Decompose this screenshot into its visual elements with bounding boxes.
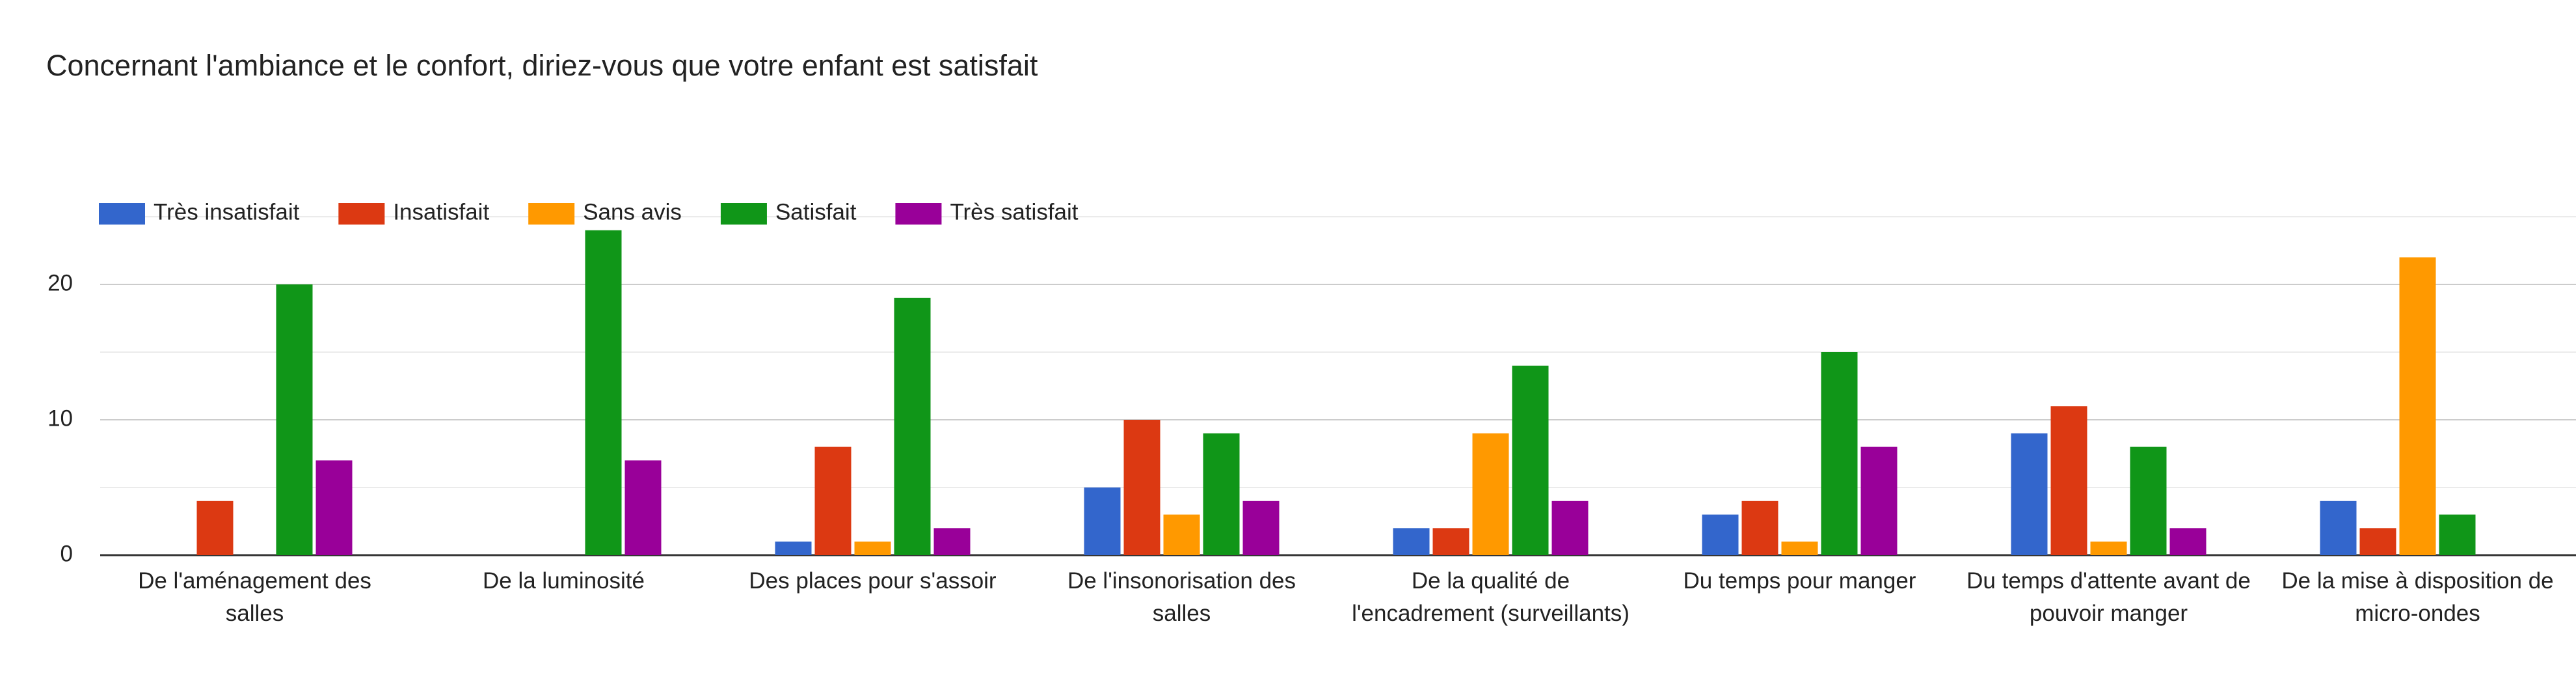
bar [1242,500,1280,555]
bar [2011,433,2048,555]
bar [196,500,234,555]
bar [2359,528,2396,555]
bar [1084,487,1121,555]
x-tick-label: De la mise à disposition de micro-ondes [2281,568,2553,626]
bar [933,528,971,555]
bar [315,460,353,555]
bar [2439,514,2476,555]
x-tick-label: De l'insonorisation des salles [1067,568,1296,626]
bar [1123,420,1161,555]
y-tick-label: 0 [60,541,73,566]
bar [2050,406,2087,555]
bar [854,541,891,555]
chart-title: Concernant l'ambiance et le confort, dir… [46,49,1038,82]
legend-label: Satisfait [775,199,857,225]
bar [2320,500,2357,555]
legend-label: Très insatisfait [154,199,300,225]
legend-label: Insatisfait [393,199,489,225]
legend-label: Très satisfait [950,199,1078,225]
bar [775,541,812,555]
legend-swatch [338,203,385,225]
bar [1203,433,1240,555]
bar [1432,528,1469,555]
bar [1163,514,1200,555]
bar [2130,446,2167,555]
bar [1741,500,1778,555]
bar [276,284,313,555]
x-tick-label: Du temps pour manger [1684,568,1916,594]
bar [1702,514,1739,555]
bar [814,446,852,555]
x-tick-label: Du temps d'attente avant de pouvoir mange… [1966,568,2251,626]
bar [1821,352,1858,555]
y-tick-label: 10 [47,405,73,431]
legend-swatch [720,203,767,225]
bar [1781,541,1818,555]
legend-swatch [99,203,145,225]
bar [1551,500,1589,555]
bar [2090,541,2127,555]
bar [2169,528,2207,555]
bar [894,297,931,555]
bar [1393,528,1430,555]
legend-label: Sans avis [583,199,682,225]
bar [1472,433,1509,555]
bar [624,460,662,555]
x-tick-label: De la luminosité [483,568,645,594]
x-tick-label: De l'aménagement des salles [138,568,371,626]
y-tick-label: 20 [47,270,73,295]
bar [2399,257,2436,555]
legend-swatch [528,203,575,225]
bar [1860,446,1898,555]
x-tick-label: Des places pour s'assoir [749,568,997,594]
bar [1512,365,1549,555]
legend-swatch [895,203,942,225]
bar [585,230,622,555]
x-tick-label: De la qualité de l'encadrement (surveilla… [1352,568,1630,626]
